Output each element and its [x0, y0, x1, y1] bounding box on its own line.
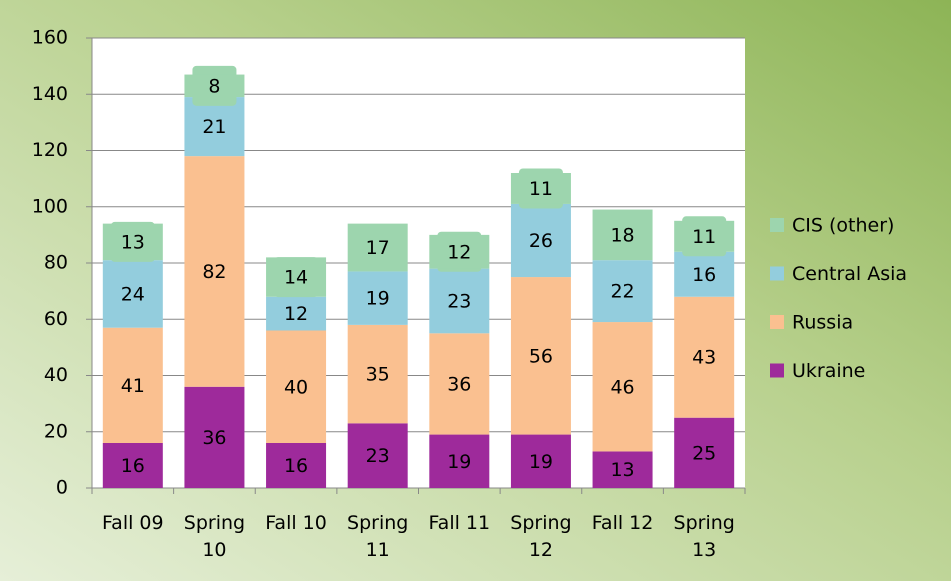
bar-segment	[347, 223, 408, 272]
x-tick-label: Fall 09	[102, 512, 164, 534]
y-tick-label: 60	[44, 308, 68, 330]
data-label: 12	[284, 303, 308, 325]
legend-swatch	[770, 315, 784, 329]
data-label: 23	[366, 445, 390, 467]
y-tick-label: 80	[44, 252, 68, 274]
bar-segment	[674, 220, 735, 252]
data-label: 25	[692, 442, 716, 464]
data-label: 19	[447, 451, 471, 473]
x-tick-label: Fall 11	[428, 512, 491, 534]
legend-swatch	[770, 266, 784, 281]
bar-segment	[184, 156, 245, 387]
bar-segment	[510, 277, 571, 435]
data-label: 12	[447, 241, 471, 263]
bar-segment	[674, 296, 735, 418]
bar-segment	[429, 333, 490, 435]
bar-segment	[592, 451, 653, 488]
x-tick-label: Fall 12	[591, 512, 654, 534]
data-label: 46	[610, 376, 634, 398]
bar-segment	[347, 423, 408, 488]
data-label: 16	[121, 455, 145, 477]
data-label: 19	[529, 451, 553, 473]
data-label: 24	[121, 283, 145, 305]
legend-label: Russia	[792, 312, 853, 334]
data-label: 13	[121, 231, 145, 253]
data-label: 36	[447, 373, 471, 395]
y-tick-label: 20	[44, 420, 68, 442]
data-label: 21	[202, 116, 226, 138]
bar-segment	[510, 203, 571, 278]
data-label: 35	[366, 364, 390, 386]
x-tick-label: Spring 12	[510, 512, 572, 561]
data-label: 23	[447, 290, 471, 312]
bar-segment	[102, 327, 163, 443]
bar-segment	[592, 322, 653, 452]
data-label: 16	[284, 455, 308, 477]
bar-segment	[266, 443, 327, 488]
bar-segment	[592, 260, 653, 323]
data-label: 8	[208, 75, 220, 97]
y-tick-label: 40	[44, 364, 68, 386]
bar-segment	[347, 271, 408, 325]
data-label: 26	[529, 230, 553, 252]
y-tick-label: 140	[32, 83, 68, 105]
legend-label: CIS (other)	[792, 215, 894, 237]
bar-segment	[266, 330, 327, 443]
bar-segment	[102, 260, 163, 328]
bar-segment	[674, 417, 735, 488]
y-tick-label: 160	[32, 27, 68, 49]
data-label: 11	[529, 178, 553, 200]
data-label: 36	[202, 427, 226, 449]
bar-segment	[429, 434, 490, 488]
data-label: 13	[610, 459, 634, 481]
data-label: 40	[284, 376, 308, 398]
data-label: 22	[610, 281, 634, 303]
bar-segment	[429, 234, 490, 269]
data-label: 41	[121, 375, 145, 397]
bar-segment	[184, 74, 245, 98]
data-label: 17	[366, 237, 390, 259]
data-label: 14	[284, 267, 308, 289]
legend-label: Central Asia	[792, 263, 907, 285]
x-tick-label: Spring 13	[673, 512, 735, 561]
data-label: 19	[366, 288, 390, 310]
bar-segment	[429, 268, 490, 334]
bar-segment	[347, 324, 408, 424]
bar-segment	[510, 434, 571, 488]
bar-segment	[592, 209, 653, 261]
data-label: 18	[610, 224, 634, 246]
data-label: 43	[692, 347, 716, 369]
bar-segment	[102, 443, 163, 488]
x-tick-label: Fall 10	[265, 512, 327, 534]
legend-swatch	[770, 218, 784, 232]
bar-segment	[184, 386, 245, 488]
y-tick-label: 0	[56, 477, 68, 499]
bar-segment	[102, 223, 163, 261]
legend-swatch	[770, 363, 784, 378]
data-label: 56	[529, 345, 553, 367]
legend-label: Ukraine	[792, 360, 865, 382]
data-label: 82	[202, 261, 226, 283]
bar-segment	[266, 296, 327, 331]
bar-segment	[510, 173, 571, 204]
bar-segment	[266, 257, 327, 297]
bar-segment	[184, 97, 245, 157]
y-tick-label: 120	[32, 139, 68, 161]
y-tick-label: 100	[32, 195, 68, 217]
data-label: 11	[692, 226, 716, 248]
x-tick-label: Spring 10	[183, 512, 246, 561]
data-label: 16	[692, 264, 716, 286]
bar-segment	[674, 251, 735, 297]
x-tick-label: Spring 11	[347, 512, 409, 561]
